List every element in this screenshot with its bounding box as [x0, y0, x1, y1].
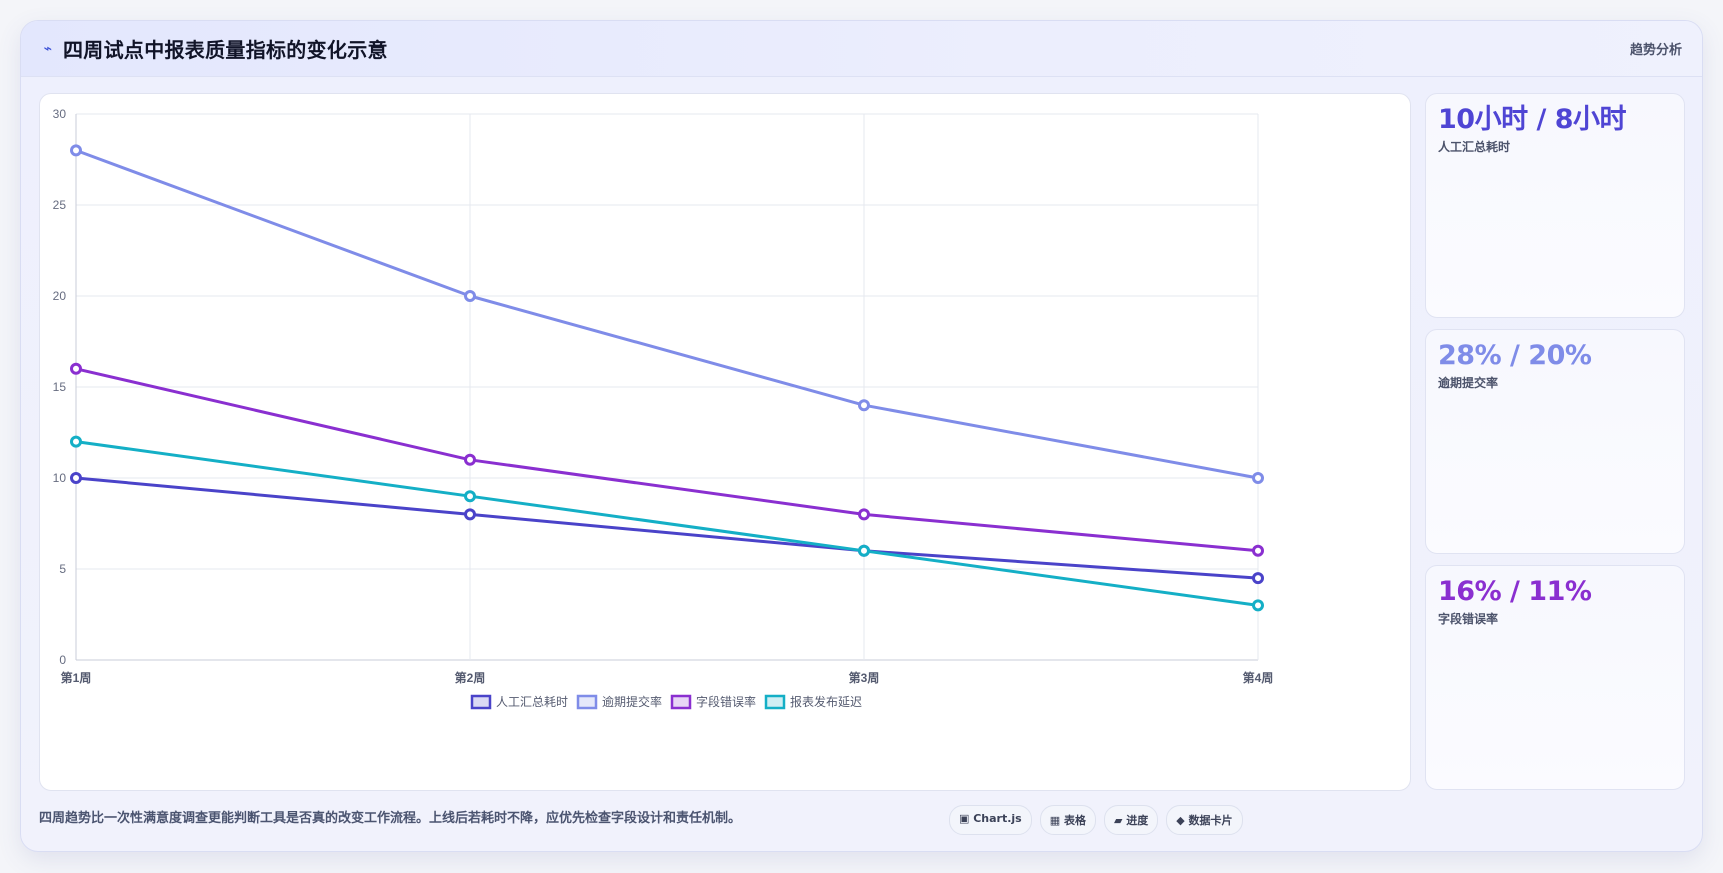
stats-column: 10小时 / 8小时 人工汇总耗时 28% / 20% 逾期提交率 16% / … — [1425, 93, 1685, 801]
stat-label: 字段错误率 — [1438, 612, 1499, 626]
data-point — [70, 362, 82, 375]
y-tick-label: 30 — [53, 107, 67, 121]
stat-card: 10小时 / 8小时 人工汇总耗时 — [1425, 93, 1685, 318]
y-tick-label: 25 — [53, 198, 67, 212]
data-point — [70, 435, 82, 448]
stat-label: 人工汇总耗时 — [1438, 140, 1511, 154]
data-point — [1252, 472, 1264, 484]
legend-item[interactable]: 字段错误率 — [670, 694, 756, 710]
legend-swatch — [670, 694, 692, 710]
stat-value: 28% / 20% — [1438, 340, 1592, 371]
x-tick-label: 第2周 — [455, 670, 486, 685]
tech-chips: ▣ Chart.js ▦ 表格 ▰ 进度 ◆ 数据卡片 — [949, 805, 1243, 835]
stat-value: 10小时 / 8小时 — [1438, 104, 1627, 135]
data-point — [464, 290, 476, 302]
data-point — [464, 490, 476, 503]
chart-panel: 0 5 10 15 20 25 30 第1周 第2周 第3周 第4周人工汇总耗时 逾期提交率 字段错误率… — [39, 93, 1411, 791]
series-line — [74, 440, 1260, 607]
data-point — [1252, 544, 1264, 557]
series-line — [74, 476, 1260, 580]
data-point — [70, 144, 82, 157]
data-point — [464, 453, 476, 466]
dashboard-card: ⌁ 四周试点中报表质量指标的变化示意 趋势分析 0 5 10 15 20 25 30 第1周 第… — [20, 20, 1703, 852]
legend-swatch — [470, 694, 492, 710]
legend-swatch — [576, 694, 598, 710]
x-tick-label: 第4周 — [1243, 670, 1274, 685]
series-line — [74, 367, 1260, 553]
data-point — [1252, 599, 1264, 612]
legend-label: 人工汇总耗时 — [496, 695, 568, 709]
chip-chartjs[interactable]: ▣ Chart.js — [949, 805, 1032, 835]
y-tick-label: 0 — [59, 653, 66, 667]
card-header: ⌁ 四周试点中报表质量指标的变化示意 趋势分析 — [21, 21, 1702, 77]
chip-progress[interactable]: ▰ 进度 — [1103, 805, 1159, 835]
series-line — [74, 148, 1260, 480]
legend-label: 字段错误率 — [696, 694, 756, 709]
legend-item[interactable]: 报表发布延迟 — [764, 694, 862, 710]
x-tick-label: 第3周 — [849, 670, 880, 685]
data-point — [858, 508, 870, 521]
data-point — [70, 472, 82, 484]
legend-swatch — [764, 694, 786, 710]
data-point — [858, 399, 870, 412]
title-group: ⌁ 四周试点中报表质量指标的变化示意 — [41, 34, 388, 63]
footer-note: 四周趋势比一次性满意度调查更能判断工具是否真的改变工作流程。上线后若耗时不降，应… — [39, 811, 742, 826]
x-tick-label: 第1周 — [61, 670, 92, 685]
data-point — [858, 544, 870, 557]
data-point — [1252, 572, 1264, 585]
data-point — [464, 508, 476, 521]
y-tick-label: 15 — [53, 380, 67, 394]
legend-item[interactable]: 人工汇总耗时 — [470, 694, 568, 710]
chip-table[interactable]: ▦ 表格 — [1039, 805, 1096, 835]
stat-value: 16% / 11% — [1438, 576, 1592, 607]
legend-label: 逾期提交率 — [602, 694, 662, 709]
stat-card: 28% / 20% 逾期提交率 — [1425, 329, 1685, 554]
y-tick-label: 5 — [59, 562, 66, 576]
header-tag: 趋势分析 — [1629, 43, 1682, 58]
stat-label: 逾期提交率 — [1438, 376, 1499, 390]
legend-label: 报表发布延迟 — [790, 694, 862, 709]
page-title: 四周试点中报表质量指标的变化示意 — [63, 38, 388, 62]
y-tick-label: 20 — [53, 289, 67, 303]
y-tick-label: 10 — [53, 471, 67, 485]
legend-item[interactable]: 逾期提交率 — [576, 694, 662, 710]
chip-data-card[interactable]: ◆ 数据卡片 — [1166, 805, 1243, 835]
trend-icon: ⌁ — [43, 40, 53, 57]
stat-card: 16% / 11% 字段错误率 — [1425, 565, 1685, 790]
